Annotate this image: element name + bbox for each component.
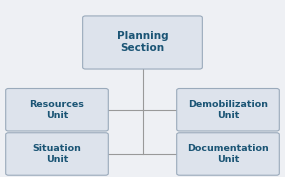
Text: Documentation
Unit: Documentation Unit [187, 144, 269, 164]
FancyBboxPatch shape [83, 16, 202, 69]
FancyBboxPatch shape [6, 88, 108, 131]
Text: Planning
Section: Planning Section [117, 32, 168, 53]
Text: Demobilization
Unit: Demobilization Unit [188, 100, 268, 120]
FancyBboxPatch shape [177, 133, 279, 175]
Text: Resources
Unit: Resources Unit [30, 100, 84, 120]
Text: Situation
Unit: Situation Unit [32, 144, 82, 164]
FancyBboxPatch shape [6, 133, 108, 175]
FancyBboxPatch shape [177, 88, 279, 131]
